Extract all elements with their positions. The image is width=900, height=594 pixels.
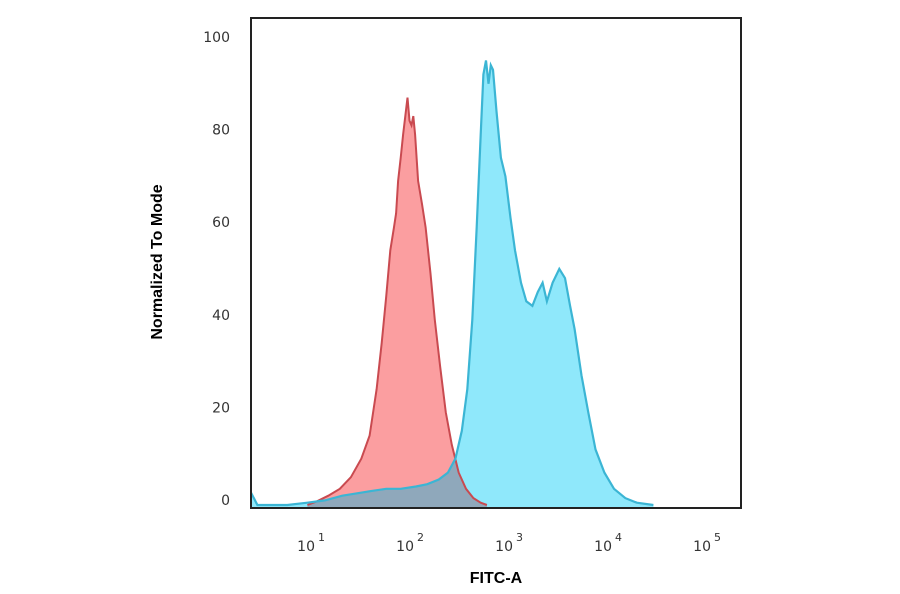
y-tick-label: 60 <box>212 215 230 231</box>
plot-area <box>251 60 654 508</box>
isotype-control-line <box>307 97 488 506</box>
antibody-stained-area <box>251 60 654 508</box>
y-tick-label: 20 <box>212 400 230 416</box>
x-axis-label: FITC-A <box>470 570 523 587</box>
plot-frame <box>250 17 742 509</box>
antibody-stained-line <box>251 60 654 507</box>
x-tick-label: 10 <box>495 539 513 555</box>
y-axis-label: Normalized To Mode <box>149 184 166 339</box>
x-tick-exponent: 4 <box>615 531 622 544</box>
x-tick-exponent: 2 <box>417 531 424 544</box>
x-tick-exponent: 3 <box>516 531 523 544</box>
y-tick-label: 40 <box>212 308 230 324</box>
overlap-area <box>307 459 487 508</box>
x-tick-label: 10 <box>693 539 711 555</box>
x-tick-label: 10 <box>594 539 612 555</box>
y-tick-label: 80 <box>212 123 230 139</box>
x-tick-exponent: 5 <box>714 531 721 544</box>
y-tick-label: 100 <box>203 30 230 46</box>
x-tick-exponent: 1 <box>318 531 325 544</box>
y-axis-ticks: 0 20 40 60 80 100 <box>203 30 230 509</box>
x-tick-label: 10 <box>396 539 414 555</box>
y-tick-label: 0 <box>221 493 230 509</box>
x-tick-label: 10 <box>297 539 315 555</box>
isotype-control-area <box>307 97 487 508</box>
